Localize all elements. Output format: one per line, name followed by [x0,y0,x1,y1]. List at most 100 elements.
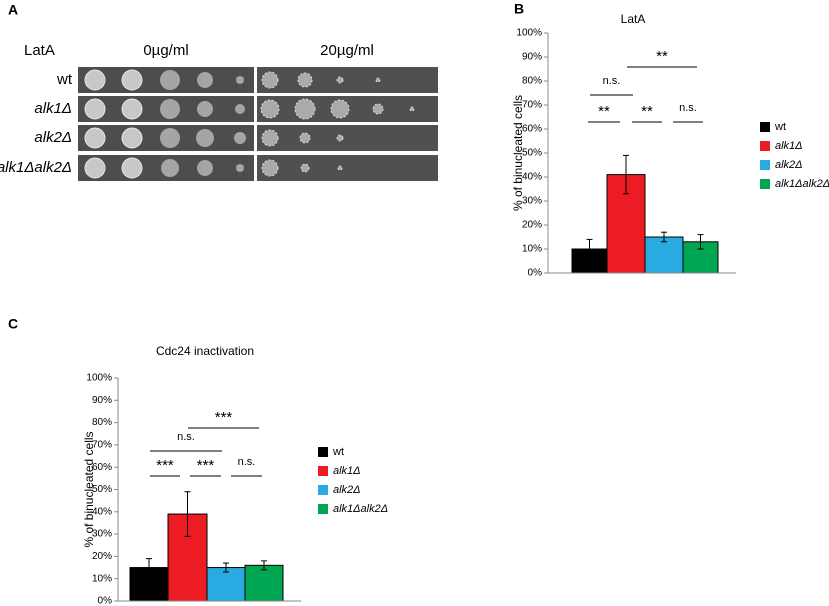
legend-swatch [318,485,328,495]
y-tick-label: 20% [92,551,112,562]
significance-label: *** [197,457,215,474]
panel-label: B [514,1,524,17]
spot [197,72,213,88]
plate-right [257,67,438,93]
strain-label: alk1Δ [34,100,72,117]
y-tick-label: 20% [522,220,542,231]
y-tick-label: 90% [522,52,542,63]
y-tick-label: 80% [92,417,112,428]
spot [337,165,343,171]
spot [336,76,344,84]
y-tick-label: 30% [522,196,542,207]
y-tick-label: 40% [522,172,542,183]
significance-label: ** [656,48,668,65]
error-bar [586,238,593,260]
error-bar [223,562,229,573]
y-tick-label: 40% [92,506,112,517]
y-tick-label: 70% [522,100,542,111]
spot [121,69,143,91]
legend-label: wt [774,121,786,133]
spot [236,164,244,172]
spot [121,127,143,149]
spot [297,72,313,88]
significance-label: ** [641,103,653,120]
error-bar [184,491,191,537]
concentration-label: 20µg/ml [320,42,374,59]
significance-label: n.s. [603,75,621,87]
spot [235,104,245,114]
concentration-label: 0µg/ml [143,42,188,59]
spot [236,76,244,84]
legend-label: alk1Δalk2Δ [775,178,829,190]
y-tick-label: 100% [516,28,542,39]
spot [84,157,106,179]
panel-label: C [8,316,18,332]
spot [372,103,384,115]
y-tick-label: 80% [522,76,542,87]
y-tick-label: 30% [92,529,112,540]
significance-label: n.s. [679,102,697,114]
spot [409,106,415,112]
spot [300,163,310,173]
spot [84,127,106,149]
spot [197,160,213,176]
strain-label: alk2Δ [34,129,72,146]
error-bar [146,558,152,577]
spot [261,159,279,177]
significance-label: n.s. [177,431,195,443]
legend-label: alk2Δ [775,159,803,171]
y-axis-label: % of binucleated cells [511,95,525,211]
y-tick-label: 10% [522,244,542,255]
y-tick-label: 90% [92,395,112,406]
panel-label: A [8,2,18,18]
chart-title: Cdc24 inactivation [156,344,254,358]
significance-label: ** [598,103,610,120]
legend-swatch [318,447,328,457]
error-bar [661,231,667,243]
error-bar [623,154,629,195]
spot [121,157,143,179]
spot [196,129,214,147]
spot [84,98,106,120]
significance-label: n.s. [238,456,256,468]
chart-title: LatA [621,12,646,26]
significance-label: *** [215,409,233,426]
spot [261,129,279,147]
legend-swatch [760,160,770,170]
y-tick-label: 100% [86,373,112,384]
spot [160,70,180,90]
spot [160,128,180,148]
spot [330,99,350,119]
y-tick-label: 50% [522,148,542,159]
bar [644,236,684,274]
spot [294,98,316,120]
legend-swatch [318,504,328,514]
significance-label: *** [156,457,174,474]
legend-label: alk1Δ [775,140,803,152]
bar [244,564,284,602]
spot [121,98,143,120]
treatment-label: LatA [24,42,55,59]
y-tick-label: 0% [98,596,113,606]
y-tick-label: 10% [92,573,112,584]
legend-swatch [760,122,770,132]
spot [84,69,106,91]
y-tick-label: 50% [92,484,112,495]
spot [160,99,180,119]
strain-label: alk1Δalk2Δ [0,159,72,176]
plate-right [257,125,438,151]
spot [161,159,179,177]
legend-label: alk1Δalk2Δ [333,503,388,515]
bar [206,567,246,602]
plate-right [257,155,438,181]
y-tick-label: 60% [92,462,112,473]
y-axis-label: % of binucleated cells [82,431,96,547]
y-tick-label: 60% [522,124,542,135]
y-tick-label: 0% [528,268,543,279]
strain-label: wt [56,71,73,88]
spot [197,101,213,117]
error-bar [697,234,704,250]
legend-label: wt [332,446,344,458]
spot [299,132,311,144]
